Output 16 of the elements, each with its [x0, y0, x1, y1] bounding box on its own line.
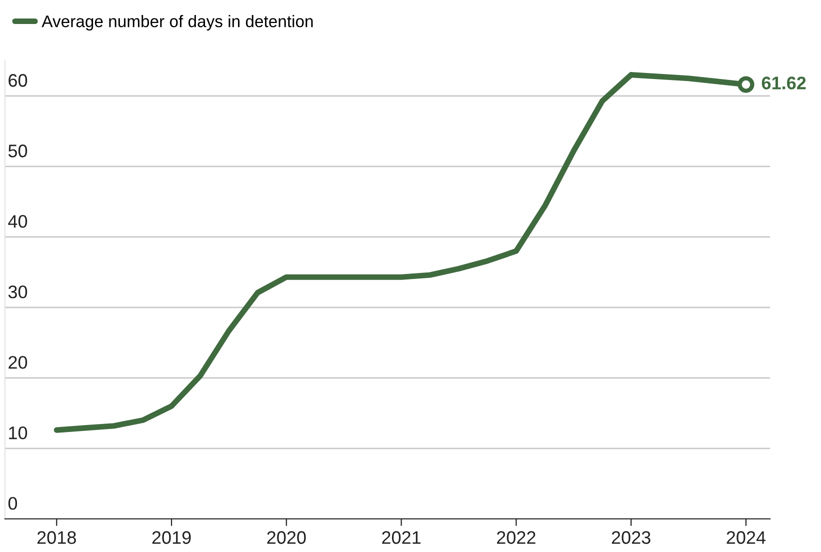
- data-label: 61.62: [762, 76, 806, 90]
- y-tick-label: 10: [9, 426, 28, 440]
- y-tick-label: 50: [8, 144, 28, 158]
- y-tick-label: 40: [8, 215, 28, 228]
- x-tick-label: 2024: [726, 531, 766, 544]
- y-tick-label: 60: [8, 74, 28, 87]
- x-tick-label: 2020: [267, 531, 306, 544]
- x-tick-label: 2023: [612, 531, 650, 544]
- x-tick-label: 2021: [382, 531, 421, 544]
- x-tick-label: 2019: [152, 531, 191, 544]
- y-tick-label: 0: [8, 496, 18, 510]
- x-tick-label: 2022: [497, 531, 536, 544]
- x-tick-label: 2018: [37, 531, 76, 544]
- y-tick-label: 20: [8, 356, 28, 369]
- legend-label: Average number of days in detention: [42, 15, 313, 31]
- y-tick-label: 30: [8, 286, 28, 298]
